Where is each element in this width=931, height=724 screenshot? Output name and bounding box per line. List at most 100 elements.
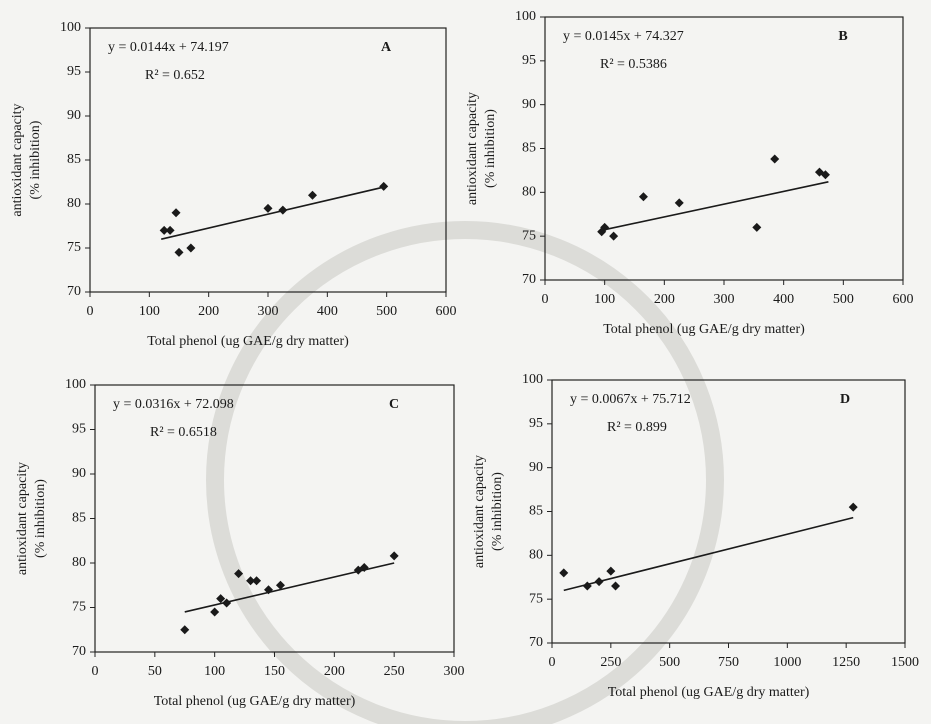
data-point xyxy=(752,223,761,232)
trend-line xyxy=(599,182,829,231)
x-tick-label: 750 xyxy=(718,655,739,670)
y-tick-label: 90 xyxy=(522,97,536,112)
y-tick-label: 90 xyxy=(529,460,543,475)
data-point xyxy=(175,248,184,257)
plot-frame xyxy=(95,385,454,652)
x-tick-label: 200 xyxy=(198,304,219,319)
y-tick-label: 85 xyxy=(529,504,543,519)
equation: y = 0.0144x + 74.197 xyxy=(108,40,229,55)
data-point xyxy=(611,582,620,591)
data-point xyxy=(639,192,648,201)
x-tick-label: 1000 xyxy=(773,655,801,670)
data-point xyxy=(166,226,175,235)
y-axis-label: antioxidant capacity xyxy=(465,92,480,205)
x-tick-label: 600 xyxy=(893,292,914,307)
x-tick-label: 600 xyxy=(436,304,457,319)
plot-frame xyxy=(90,28,446,292)
y-tick-label: 80 xyxy=(529,548,543,563)
x-tick-label: 300 xyxy=(444,664,465,679)
x-axis-label: Total phenol (ug GAE/g dry matter) xyxy=(608,685,810,700)
y-tick-label: 95 xyxy=(529,416,543,431)
x-tick-label: 100 xyxy=(204,664,225,679)
y-tick-label: 75 xyxy=(72,600,86,615)
y-tick-label: 70 xyxy=(67,284,81,299)
data-point xyxy=(606,567,615,576)
y-tick-label: 85 xyxy=(72,511,86,526)
y-tick-label: 100 xyxy=(515,9,536,24)
data-point xyxy=(770,155,779,164)
x-tick-label: 200 xyxy=(324,664,345,679)
y-axis-label: (% inhibition) xyxy=(28,120,43,199)
x-tick-label: 300 xyxy=(258,304,279,319)
data-point xyxy=(849,503,858,512)
y-tick-label: 75 xyxy=(67,240,81,255)
r-squared: R² = 0.652 xyxy=(145,68,205,83)
equation: y = 0.0316x + 72.098 xyxy=(113,397,234,412)
y-axis-label: (% inhibition) xyxy=(490,472,505,551)
y-axis-label: antioxidant capacity xyxy=(15,462,30,575)
x-axis-label: Total phenol (ug GAE/g dry matter) xyxy=(154,694,356,709)
y-tick-label: 80 xyxy=(522,185,536,200)
x-axis-label: Total phenol (ug GAE/g dry matter) xyxy=(147,334,349,349)
x-tick-label: 250 xyxy=(600,655,621,670)
data-point xyxy=(172,208,181,217)
panel-label: D xyxy=(840,392,850,407)
y-tick-label: 70 xyxy=(72,644,86,659)
y-tick-label: 80 xyxy=(72,555,86,570)
r-squared: R² = 0.899 xyxy=(607,420,667,435)
y-tick-label: 75 xyxy=(529,591,543,606)
panel-label: C xyxy=(389,397,399,412)
y-tick-label: 95 xyxy=(72,422,86,437)
y-tick-label: 90 xyxy=(72,466,86,481)
y-tick-label: 95 xyxy=(67,64,81,79)
trend-line xyxy=(161,186,386,239)
x-tick-label: 500 xyxy=(659,655,680,670)
y-tick-label: 75 xyxy=(522,228,536,243)
y-tick-label: 70 xyxy=(529,635,543,650)
x-tick-label: 400 xyxy=(773,292,794,307)
x-tick-label: 150 xyxy=(264,664,285,679)
data-point xyxy=(390,551,399,560)
plot-frame xyxy=(552,380,905,643)
y-tick-label: 100 xyxy=(60,20,81,35)
x-tick-label: 50 xyxy=(148,664,162,679)
y-tick-label: 85 xyxy=(522,141,536,156)
y-tick-label: 95 xyxy=(522,53,536,68)
x-tick-label: 0 xyxy=(92,664,99,679)
data-point xyxy=(252,576,261,585)
data-point xyxy=(559,568,568,577)
y-axis-label: (% inhibition) xyxy=(483,109,498,188)
page: {"chart_data": [ {"type": "scatter", "la… xyxy=(0,0,931,724)
y-axis-label: antioxidant capacity xyxy=(472,455,487,568)
x-tick-label: 100 xyxy=(139,304,160,319)
x-tick-label: 100 xyxy=(594,292,615,307)
data-point xyxy=(210,607,219,616)
figure: 7075808590951000100200300400500600Total … xyxy=(0,0,931,724)
equation: y = 0.0067x + 75.712 xyxy=(570,392,691,407)
data-point xyxy=(308,191,317,200)
x-tick-label: 1500 xyxy=(891,655,919,670)
panel-label: B xyxy=(838,29,847,44)
y-tick-label: 85 xyxy=(67,152,81,167)
x-tick-label: 1250 xyxy=(832,655,860,670)
data-point xyxy=(180,625,189,634)
y-axis-label: (% inhibition) xyxy=(33,479,48,558)
x-axis-label: Total phenol (ug GAE/g dry matter) xyxy=(603,322,805,337)
panel-label: A xyxy=(381,40,392,55)
equation: y = 0.0145x + 74.327 xyxy=(563,29,684,44)
y-tick-label: 70 xyxy=(522,272,536,287)
r-squared: R² = 0.6518 xyxy=(150,425,217,440)
x-tick-label: 500 xyxy=(833,292,854,307)
trend-line xyxy=(185,563,394,612)
x-tick-label: 250 xyxy=(384,664,405,679)
y-tick-label: 90 xyxy=(67,108,81,123)
y-tick-label: 80 xyxy=(67,196,81,211)
x-tick-label: 300 xyxy=(714,292,735,307)
y-axis-label: antioxidant capacity xyxy=(10,103,25,216)
x-tick-label: 500 xyxy=(376,304,397,319)
x-tick-label: 0 xyxy=(542,292,549,307)
y-tick-label: 100 xyxy=(65,377,86,392)
data-point xyxy=(186,244,195,253)
x-tick-label: 0 xyxy=(549,655,556,670)
data-point xyxy=(609,232,618,241)
